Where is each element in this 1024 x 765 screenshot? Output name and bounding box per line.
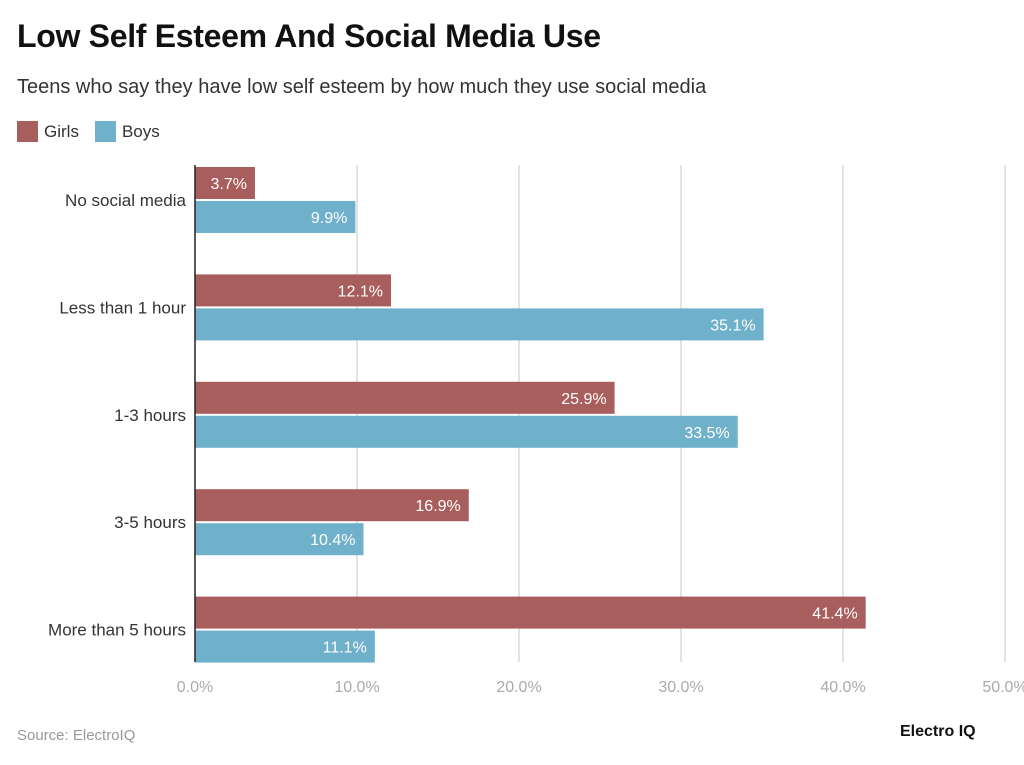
- x-tick-label: 40.0%: [820, 679, 865, 696]
- x-tick-label: 10.0%: [334, 679, 379, 696]
- bar-girls: [195, 274, 392, 307]
- bar-girls: [195, 381, 615, 414]
- legend: Girls Boys: [17, 121, 160, 142]
- bar-girls: [195, 167, 255, 199]
- bar-boys: [195, 523, 364, 556]
- legend-swatch-boys: [94, 121, 116, 142]
- legend-item-girls: Girls: [17, 121, 79, 142]
- data-label: 10.4%: [310, 532, 355, 549]
- source-note: Source: ElectroIQ: [17, 727, 136, 744]
- bar-girls: [195, 596, 866, 629]
- category-label: 3-5 hours: [114, 513, 186, 532]
- data-label: 11.1%: [323, 640, 367, 657]
- x-tick-label: 20.0%: [496, 679, 541, 696]
- bar-girls: [195, 489, 469, 522]
- data-label: 35.1%: [710, 317, 755, 334]
- chart-subtitle: Teens who say they have low self esteem …: [17, 76, 707, 98]
- bar-boys: [195, 630, 375, 663]
- legend-item-boys: Boys: [94, 121, 160, 142]
- x-tick-label: 30.0%: [658, 679, 703, 696]
- bar-boys: [195, 308, 764, 341]
- legend-swatch-girls: [17, 121, 38, 142]
- data-label: 41.4%: [812, 606, 857, 623]
- bar-boys: [195, 201, 356, 233]
- category-label: Less than 1 hour: [59, 298, 186, 317]
- chart-title: Low Self Esteem And Social Media Use: [17, 18, 601, 54]
- legend-label-girls: Girls: [44, 121, 79, 141]
- data-label: 3.7%: [210, 176, 246, 193]
- data-label: 9.9%: [311, 210, 347, 227]
- data-label: 12.1%: [338, 283, 383, 300]
- category-label: 1-3 hours: [114, 406, 186, 425]
- bar-boys: [195, 415, 738, 448]
- electroiq-logo: Electro IQ: [900, 723, 976, 740]
- category-label: No social media: [65, 191, 186, 210]
- x-tick-label: 0.0%: [177, 679, 213, 696]
- data-label: 33.5%: [684, 425, 729, 442]
- x-tick-label: 50.0%: [982, 679, 1024, 696]
- category-label: More than 5 hours: [48, 621, 186, 640]
- data-label: 16.9%: [415, 498, 460, 515]
- legend-label-boys: Boys: [121, 121, 160, 141]
- data-label: 25.9%: [561, 391, 606, 408]
